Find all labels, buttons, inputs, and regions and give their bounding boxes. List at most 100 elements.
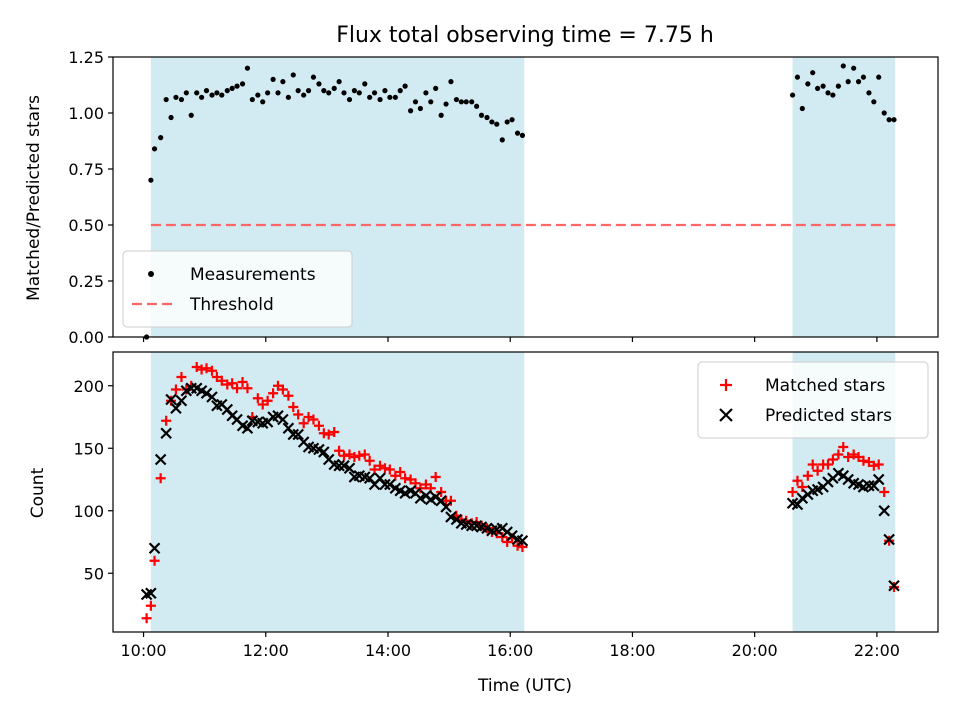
data-point-measurements (860, 74, 867, 80)
data-point-matched-stars (222, 379, 233, 390)
data-point-predicted-stars (165, 393, 177, 406)
data-point-measurements (351, 88, 357, 94)
data-point-matched-stars (792, 475, 803, 486)
data-point-measurements (845, 79, 851, 85)
data-point-measurements (290, 72, 296, 78)
data-point-measurements (244, 65, 251, 71)
data-point-matched-stars (858, 455, 869, 466)
data-point-measurements (820, 83, 826, 89)
data-point-matched-stars (170, 384, 181, 395)
data-point-measurements (194, 90, 200, 96)
data-point-measurements (519, 132, 526, 138)
data-point-measurements (799, 105, 805, 112)
data-point-predicted-stars (333, 459, 345, 472)
data-point-measurements (158, 135, 164, 141)
data-point-measurements (876, 74, 882, 80)
data-point-measurements (367, 94, 373, 100)
data-point-predicted-stars (465, 519, 478, 532)
data-point-predicted-stars (429, 491, 442, 503)
legend-label: Predicted stars (765, 406, 892, 426)
data-point-measurements (265, 90, 271, 96)
y-tick-label: 0.00 (68, 328, 104, 347)
data-point-measurements (371, 90, 378, 96)
data-point-measurements (382, 88, 388, 94)
data-point-predicted-stars (160, 427, 172, 440)
x-tick-label: 10:00 (121, 641, 167, 660)
data-point-predicted-stars (872, 473, 885, 486)
legend-label: Matched stars (765, 376, 885, 396)
data-point-measurements (458, 99, 464, 105)
data-point-measurements (408, 108, 414, 114)
data-point-predicted-stars (384, 478, 396, 491)
data-point-matched-stars (802, 470, 813, 481)
data-point-predicted-stars (175, 394, 188, 407)
legend: Measurements Threshold (122, 250, 353, 328)
data-point-predicted-stars (863, 479, 875, 492)
data-point-measurements (285, 94, 291, 100)
data-point-measurements (387, 94, 393, 100)
data-point-matched-stars (359, 449, 370, 460)
data-point-predicted-stars (206, 391, 218, 403)
data-point-predicted-stars (318, 446, 330, 458)
data-point-matched-stars (293, 409, 304, 420)
data-point-matched-stars (445, 495, 456, 506)
data-point-predicted-stars (145, 587, 157, 600)
y-tick-label: 1.00 (68, 104, 104, 123)
data-point-matched-stars (145, 600, 156, 611)
data-point-matched-stars (232, 383, 243, 394)
y-tick-label: 0.75 (68, 160, 104, 179)
data-point-matched-stars (207, 365, 217, 376)
data-point-predicted-stars (842, 473, 854, 486)
data-point-measurements (397, 88, 403, 94)
data-point-measurements (509, 117, 515, 123)
data-point-measurements (255, 92, 261, 98)
data-point-measurements (412, 99, 419, 105)
data-point-predicted-stars (883, 533, 895, 546)
data-point-measurements (199, 94, 205, 100)
data-point-measurements (214, 90, 220, 96)
data-point-matched-stars (807, 459, 818, 470)
legend-label: Threshold (189, 295, 274, 315)
data-point-matched-stars (349, 452, 360, 462)
x-axis-label: Time (UTC) (477, 676, 572, 696)
data-point-predicted-stars (287, 428, 300, 441)
x-tick-label: 14:00 (365, 641, 411, 660)
data-point-measurements (810, 70, 816, 76)
data-point-matched-stars (262, 395, 273, 406)
data-point-matched-stars (196, 364, 207, 375)
legend-box (697, 361, 929, 439)
y-tick-label: 200 (73, 377, 104, 396)
data-point-measurements (438, 112, 444, 118)
x-tick-label: 20:00 (732, 641, 778, 660)
data-point-measurements (499, 137, 505, 143)
data-point-measurements (270, 76, 276, 82)
data-point-measurements (183, 90, 189, 96)
data-point-measurements (275, 90, 281, 96)
data-point-matched-stars (812, 465, 823, 476)
data-point-measurements (321, 88, 327, 94)
data-point-measurements (835, 83, 841, 89)
data-point-measurements (148, 177, 154, 183)
bottom-y-axis-label: Count (28, 467, 48, 518)
data-point-matched-stars (827, 454, 838, 465)
series-predicted-stars (140, 382, 900, 601)
data-point-measurements (484, 114, 490, 121)
data-point-matched-stars (395, 467, 406, 477)
data-point-matched-stars (237, 377, 248, 387)
data-point-measurements (239, 81, 246, 87)
data-point-matched-stars (879, 487, 890, 497)
data-point-matched-stars (298, 418, 309, 429)
data-point-matched-stars (823, 459, 833, 470)
data-point-measurements (392, 94, 398, 100)
legend-swatch (148, 271, 154, 277)
data-point-measurements (362, 81, 368, 87)
data-point-measurements (428, 99, 434, 105)
data-point-measurements (881, 110, 887, 116)
data-point-measurements (871, 99, 877, 105)
data-point-matched-stars (838, 442, 849, 452)
data-point-measurements (423, 90, 429, 96)
data-point-predicted-stars (878, 504, 890, 517)
data-point-measurements (305, 88, 312, 94)
series-measurements (144, 63, 897, 340)
